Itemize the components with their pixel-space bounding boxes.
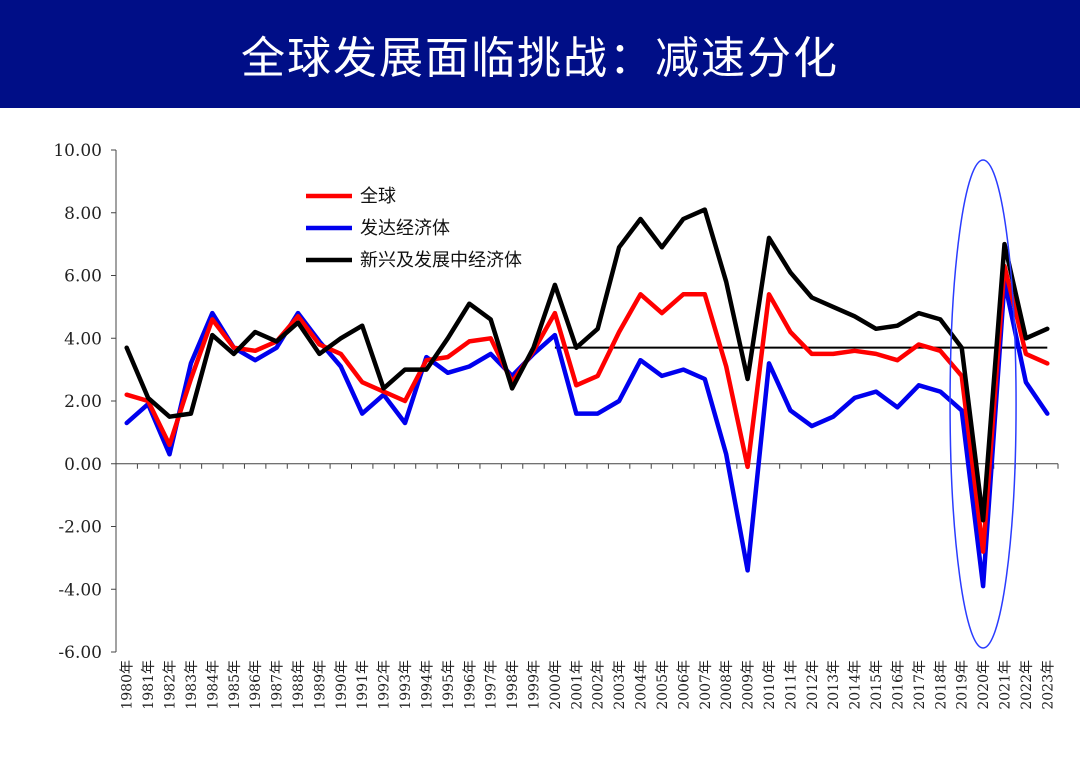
x-tick-label: 2013年 (826, 660, 842, 710)
x-tick-label: 1992年 (377, 660, 393, 710)
x-tick-label: 2001年 (569, 660, 585, 710)
page-title: 全球发展面临挑战：减速分化 (241, 33, 839, 84)
x-tick-label: 2004年 (634, 660, 650, 710)
x-tick-label: 1994年 (419, 660, 435, 710)
x-tick-label: 2019年 (955, 660, 971, 710)
x-tick-label: 2009年 (741, 660, 757, 710)
x-tick-label: 1981年 (141, 660, 157, 710)
x-tick-label: 1987年 (270, 660, 286, 710)
x-tick-label: 2012年 (805, 660, 821, 710)
x-tick-label: 1997年 (484, 660, 500, 710)
x-tick-label: 2020年 (976, 660, 992, 710)
y-tick-label: 2.00 (64, 392, 102, 412)
x-tick-label: 2016年 (890, 660, 906, 710)
x-tick-label: 2008年 (719, 660, 735, 710)
y-tick-label: -2.00 (58, 518, 102, 538)
x-tick-label: 1989年 (312, 660, 328, 710)
x-tick-label: 1995年 (441, 660, 457, 710)
y-tick-label: 8.00 (64, 204, 102, 224)
title-banner: 全球发展面临挑战：减速分化 (0, 0, 1080, 108)
x-axis: 1980年 1981年 1982年 1983年 1984年 1985年 1986年 1987年… (115, 463, 1059, 710)
x-tick-label: 2015年 (869, 660, 885, 710)
y-tick-label: -4.00 (58, 580, 102, 600)
x-tick-label: 1988年 (291, 660, 307, 710)
x-tick-label: 1991年 (355, 660, 371, 710)
x-tick-label: 2014年 (848, 660, 864, 710)
x-tick-label: 2000年 (548, 660, 564, 710)
x-tick-label: 1985年 (227, 660, 243, 710)
x-tick-label: 1984年 (205, 660, 221, 710)
highlight-ellipse (949, 159, 1017, 649)
x-tick-label: 2017年 (912, 660, 928, 710)
x-tick-label: 1986年 (248, 660, 264, 710)
legend-label: 全球 (360, 186, 396, 207)
x-tick-label: 2007年 (698, 660, 714, 710)
x-tick-label: 2005年 (655, 660, 671, 710)
x-tick-label: 2022年 (1019, 660, 1035, 710)
y-tick-label: 0.00 (64, 455, 102, 475)
x-tick-label: 1993年 (398, 660, 414, 710)
x-tick-label: 1983年 (184, 660, 200, 710)
series-line-emerging (124, 207, 1050, 523)
y-tick-label: -6.00 (58, 643, 102, 663)
y-tick-label: 6.00 (64, 267, 102, 287)
x-tick-label: 2011年 (783, 660, 799, 710)
series-line-advanced (124, 279, 1050, 589)
y-tick-label: 10.00 (53, 141, 102, 161)
highlight-ellipse-group (949, 159, 1017, 649)
x-tick-label: 1998年 (505, 660, 521, 710)
legend-label: 新兴及发展中经济体 (360, 250, 522, 271)
x-tick-label: 2006年 (676, 660, 692, 710)
x-tick-label: 1982年 (163, 660, 179, 710)
x-tick-label: 1996年 (462, 660, 478, 710)
gdp-growth-line-chart: 10.00 8.00 6.00 4.00 2.00 0.00 -2.00 -4.00 -6.00… (53, 141, 1059, 710)
y-tick-label: 4.00 (64, 329, 102, 349)
x-tick-label: 2003年 (612, 660, 628, 710)
x-tick-label: 2002年 (591, 660, 607, 710)
x-tick-label: 2023年 (1040, 660, 1056, 710)
y-axis: 10.00 8.00 6.00 4.00 2.00 0.00 -2.00 -4.00 -6.00 (53, 141, 117, 663)
legend-label: 发达经济体 (360, 218, 450, 239)
x-tick-label: 1999年 (526, 660, 542, 710)
series-lines (124, 207, 1050, 589)
x-tick-label: 2010年 (762, 660, 778, 710)
x-tick-label: 1990年 (334, 660, 350, 710)
x-tick-label: 1980年 (120, 660, 136, 710)
x-tick-label: 2018年 (933, 660, 949, 710)
series-line-global (124, 263, 1050, 554)
x-tick-label: 2021年 (997, 660, 1013, 710)
